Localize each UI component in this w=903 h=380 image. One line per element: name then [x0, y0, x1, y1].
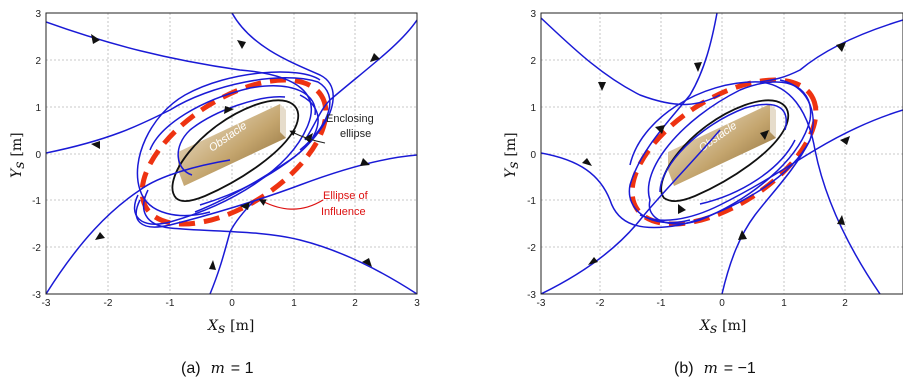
influence-ellipse-b — [629, 77, 819, 227]
arrow-icon — [209, 260, 216, 270]
svg-text:1: 1 — [530, 103, 536, 114]
svg-text:0: 0 — [35, 150, 41, 161]
svg-text:-1: -1 — [166, 298, 175, 309]
annotation-enclosing-line2: ellipse — [340, 128, 371, 140]
arrow-icon — [304, 133, 313, 143]
svg-text:-2: -2 — [596, 298, 605, 309]
svg-text:2: 2 — [842, 298, 848, 309]
arrow-icon — [362, 258, 372, 267]
flow-arrows-b — [582, 42, 850, 265]
influence-ellipse-a — [139, 77, 329, 227]
enclosing-ellipse-b — [660, 99, 790, 203]
svg-text:-3: -3 — [32, 290, 41, 301]
arrow-icon — [237, 40, 246, 49]
svg-text:-3: -3 — [42, 298, 51, 309]
svg-text:3: 3 — [414, 298, 420, 309]
svg-text:-2: -2 — [104, 298, 113, 309]
svg-text:0: 0 — [229, 298, 235, 309]
y-ticks-b: 3 2 1 0 -1 -2 -3 — [527, 9, 536, 301]
svg-text:-3: -3 — [527, 290, 536, 301]
arrow-icon — [837, 215, 845, 225]
svg-text:2: 2 — [35, 56, 41, 67]
arrow-icon — [588, 257, 598, 265]
svg-text:0: 0 — [719, 298, 725, 309]
plot-frame-b — [540, 12, 903, 295]
trajectories-b — [541, 13, 903, 294]
panel-b: Obstacle — [503, 9, 903, 377]
svg-text:-2: -2 — [527, 243, 536, 254]
svg-text:2: 2 — [530, 56, 536, 67]
svg-text:1: 1 — [291, 298, 297, 309]
annotation-enclosing-line1: Enclosing — [326, 113, 374, 125]
panel-a: Obstacle — [9, 9, 420, 377]
annotation-influence-line1: Ellipse of — [323, 190, 369, 202]
arrow-icon — [840, 136, 850, 145]
x-ticks-a: -3 -2 -1 0 1 2 3 — [42, 298, 421, 309]
x-ticks-b: -3 -2 -1 0 1 2 — [537, 298, 849, 309]
svg-text:-2: -2 — [32, 243, 41, 254]
y-axis-label-b: Ys[m] — [503, 132, 522, 178]
y-axis-label-a: Ys[m] — [9, 132, 28, 178]
arrow-icon — [655, 125, 665, 134]
annotation-influence-line2: Influence — [321, 206, 366, 218]
arrow-icon — [240, 202, 250, 210]
x-axis-label-b: Xs [m] — [699, 318, 746, 337]
svg-text:-1: -1 — [657, 298, 666, 309]
svg-text:1: 1 — [35, 103, 41, 114]
svg-text:3: 3 — [35, 9, 41, 20]
svg-text:-3: -3 — [537, 298, 546, 309]
flow-arrows-a — [91, 34, 380, 270]
caption-b: (b) m = −1 — [674, 359, 756, 377]
svg-text:-1: -1 — [527, 196, 536, 207]
arrow-icon — [760, 130, 769, 140]
svg-text:0: 0 — [530, 150, 536, 161]
svg-text:3: 3 — [530, 9, 536, 20]
arrow-icon — [738, 230, 747, 240]
enclosing-ellipse-a — [171, 99, 300, 203]
svg-text:1: 1 — [781, 298, 787, 309]
arrow-icon — [694, 62, 702, 72]
trajectories-a — [46, 13, 417, 294]
y-ticks-a: 3 2 1 0 -1 -2 -3 — [32, 9, 41, 301]
arrow-icon — [224, 106, 234, 114]
arrow-icon — [360, 158, 370, 166]
plot-frame-a — [45, 12, 418, 295]
arrow-icon — [91, 141, 100, 149]
svg-text:-1: -1 — [32, 196, 41, 207]
arrow-icon — [598, 82, 606, 91]
arrow-icon — [836, 42, 846, 52]
arrow-icon — [91, 34, 100, 44]
x-axis-label-a: Xs [m] — [207, 318, 254, 337]
arrow-icon — [582, 158, 592, 166]
arrow-icon — [678, 204, 686, 214]
arrow-icon — [370, 53, 380, 62]
arrow-icon — [95, 232, 105, 240]
caption-a: (a) m = 1 — [181, 359, 254, 377]
svg-text:2: 2 — [352, 298, 358, 309]
